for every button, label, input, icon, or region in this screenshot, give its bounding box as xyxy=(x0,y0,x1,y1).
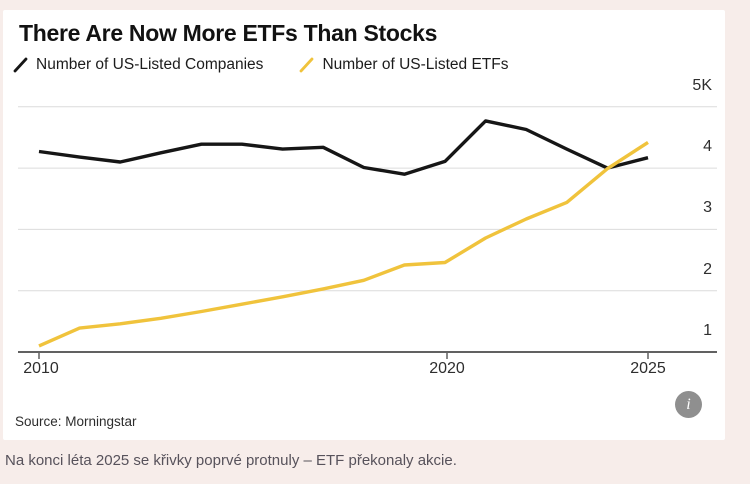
chart-legend: Number of US-Listed Companies Number of … xyxy=(13,56,509,74)
source-text: Source: Morningstar xyxy=(15,414,137,429)
y-tick-label-3: 3 xyxy=(703,199,712,216)
chart-card xyxy=(3,10,725,440)
y-tick-label-1: 1 xyxy=(703,322,712,339)
x-tick-label-2025: 2025 xyxy=(630,360,666,377)
black-slash-icon xyxy=(13,57,28,73)
y-tick-label-5k: 5K xyxy=(692,77,712,94)
y-tick-label-4: 4 xyxy=(703,138,712,155)
x-tick-label-2010: 2010 xyxy=(23,360,59,377)
chart-title: There Are Now More ETFs Than Stocks xyxy=(19,20,438,46)
x-tick-label-2020: 2020 xyxy=(429,360,465,377)
legend-item-etfs: Number of US-Listed ETFs xyxy=(299,56,509,74)
yellow-slash-icon xyxy=(300,57,314,73)
legend-item-companies: Number of US-Listed Companies xyxy=(13,56,263,74)
y-tick-label-2: 2 xyxy=(703,261,712,278)
info-button[interactable]: i xyxy=(675,391,702,418)
info-icon: i xyxy=(686,395,691,413)
caption-text: Na konci léta 2025 se křivky poprvé prot… xyxy=(5,452,457,469)
legend-label-companies: Number of US-Listed Companies xyxy=(36,56,264,73)
legend-label-etfs: Number of US-Listed ETFs xyxy=(322,56,509,73)
